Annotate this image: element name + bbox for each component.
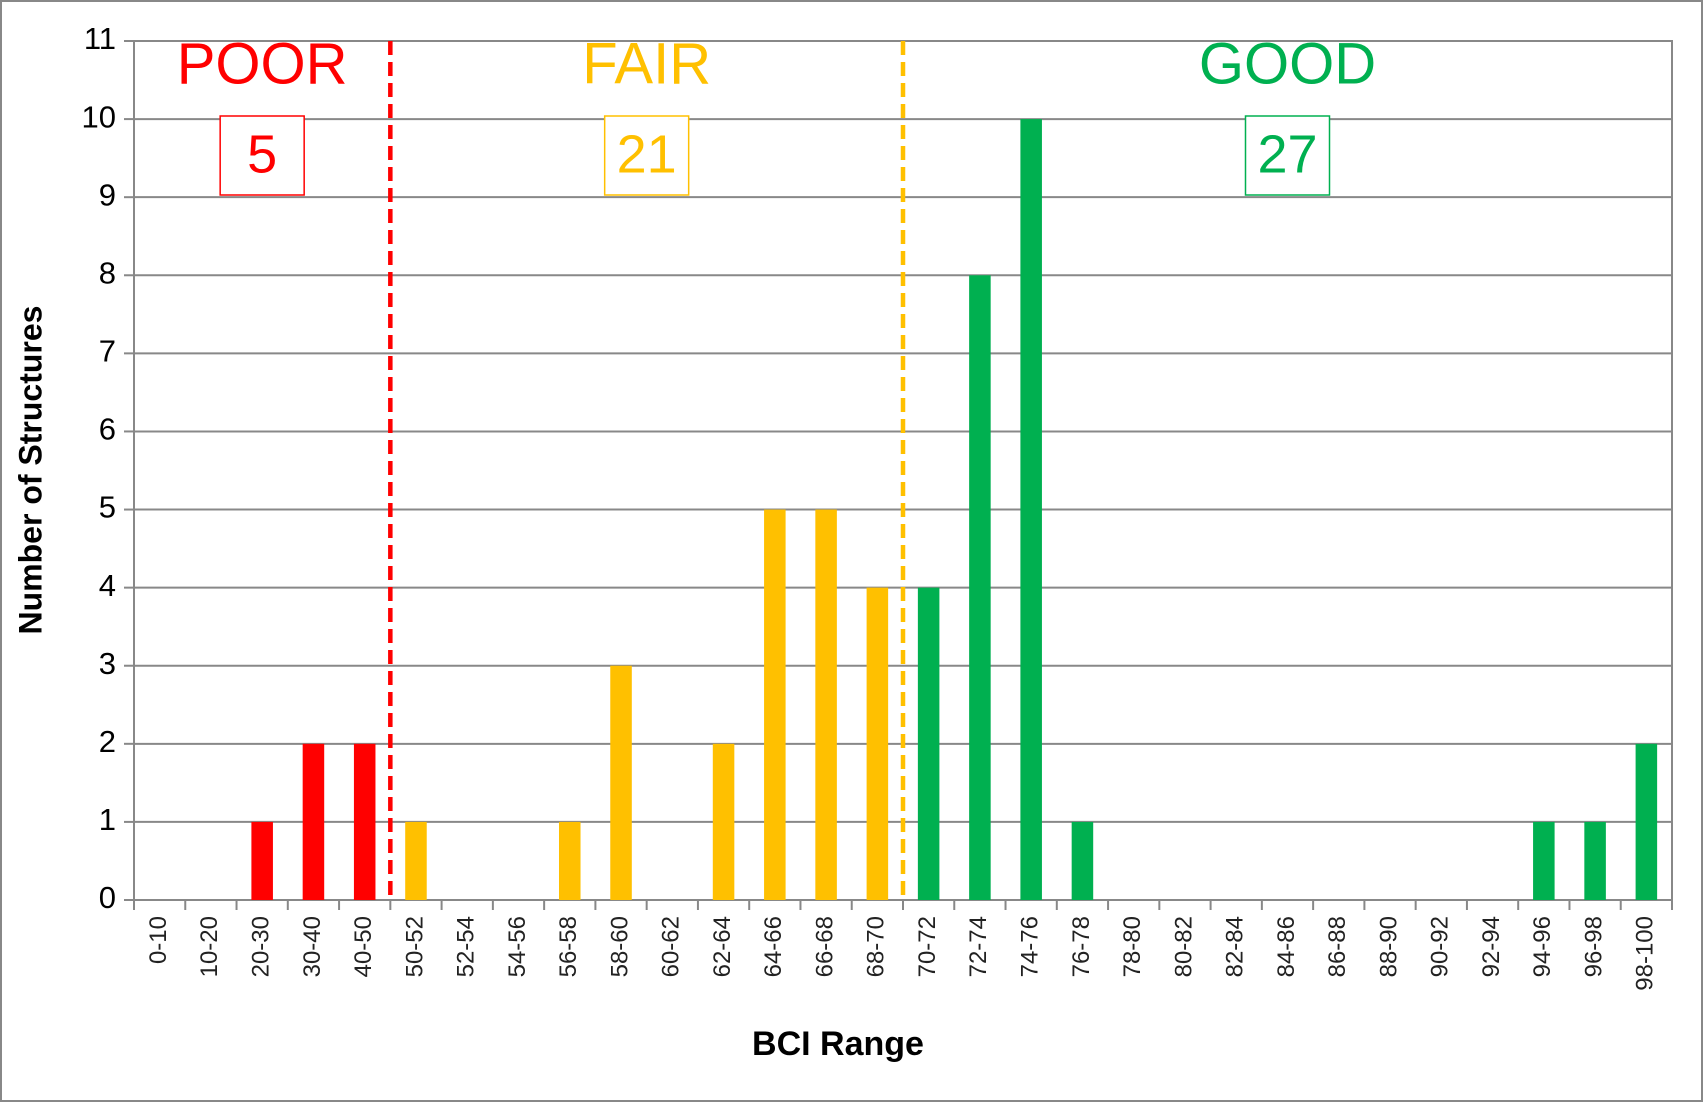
bar — [559, 821, 581, 900]
x-tick-label: 86-88 — [1324, 916, 1351, 977]
y-tick-label: 2 — [99, 724, 116, 759]
zone-count-box — [603, 115, 690, 196]
x-tick-label: 52-54 — [453, 916, 480, 977]
y-tick-label: 11 — [84, 21, 116, 56]
x-tick-label: 80-82 — [1170, 916, 1197, 977]
x-tick-label: 84-86 — [1273, 916, 1300, 977]
x-tick-label: 54-56 — [504, 916, 531, 977]
x-tick-label: 20-30 — [248, 916, 275, 977]
x-tick-label: 96-98 — [1580, 916, 1607, 977]
x-tick-label: 10-20 — [196, 916, 223, 977]
x-tick-label: 50-52 — [401, 916, 428, 977]
x-tick-label: 56-58 — [555, 916, 582, 977]
y-tick-label: 8 — [99, 255, 116, 290]
bar — [610, 665, 632, 900]
zone-label: POOR — [177, 31, 348, 96]
bar — [866, 587, 889, 900]
x-tick-label: 78-80 — [1119, 916, 1146, 977]
x-axis-label: BCI Range — [752, 1025, 924, 1063]
y-axis-label: Number of Structures — [12, 306, 48, 635]
x-tick-label: 74-76 — [1017, 916, 1044, 977]
x-tick-label: 98-100 — [1632, 916, 1659, 991]
x-tick-label: 66-68 — [811, 916, 838, 977]
bar — [917, 587, 940, 900]
x-tick-label: 68-70 — [863, 916, 890, 977]
y-tick-label: 5 — [99, 490, 116, 525]
zone-label: FAIR — [582, 31, 711, 96]
zone-count: 21 — [617, 124, 677, 184]
bar — [1635, 743, 1658, 900]
x-tick-label: 92-94 — [1478, 916, 1505, 977]
bar — [969, 275, 991, 901]
bar — [712, 743, 735, 900]
x-tick-label: 30-40 — [299, 916, 326, 977]
x-tick-label: 94-96 — [1529, 916, 1556, 977]
y-tick-label: 7 — [99, 334, 116, 369]
x-tick-label: 88-90 — [1375, 916, 1402, 977]
y-tick-label: 3 — [99, 646, 116, 681]
x-tick-label: 90-92 — [1427, 916, 1454, 977]
y-tick-label: 1 — [99, 802, 116, 837]
x-tick-label: 72-74 — [965, 916, 992, 977]
bar — [353, 743, 376, 900]
bar — [815, 509, 837, 900]
zone-count-box — [1244, 115, 1331, 196]
x-tick-label: 40-50 — [350, 916, 377, 977]
zone-count-box — [219, 115, 305, 196]
x-tick-label: 60-62 — [658, 916, 685, 977]
x-tick-label: 64-66 — [760, 916, 787, 977]
y-tick-label: 0 — [99, 880, 116, 915]
zone-count: 27 — [1257, 124, 1317, 184]
x-tick-label: 70-72 — [914, 916, 941, 977]
y-tick-label: 9 — [99, 177, 116, 212]
x-tick-label: 0-10 — [145, 916, 172, 964]
y-tick-label: 6 — [99, 412, 116, 447]
zone-count: 5 — [247, 124, 277, 184]
bar — [405, 821, 427, 900]
zone-label: GOOD — [1199, 31, 1376, 96]
bar — [251, 821, 273, 900]
x-tick-label: 62-64 — [709, 916, 736, 977]
bar — [302, 743, 325, 900]
x-tick-label: 58-60 — [606, 916, 633, 977]
y-tick-label: 10 — [82, 99, 116, 134]
bar — [764, 509, 786, 900]
x-tick-label: 82-84 — [1222, 916, 1249, 977]
bar — [1584, 821, 1606, 900]
x-tick-label: 76-78 — [1068, 916, 1095, 977]
y-tick-label: 4 — [99, 568, 116, 603]
bar — [1020, 119, 1042, 900]
bar — [1071, 821, 1094, 900]
bar — [1533, 821, 1555, 900]
